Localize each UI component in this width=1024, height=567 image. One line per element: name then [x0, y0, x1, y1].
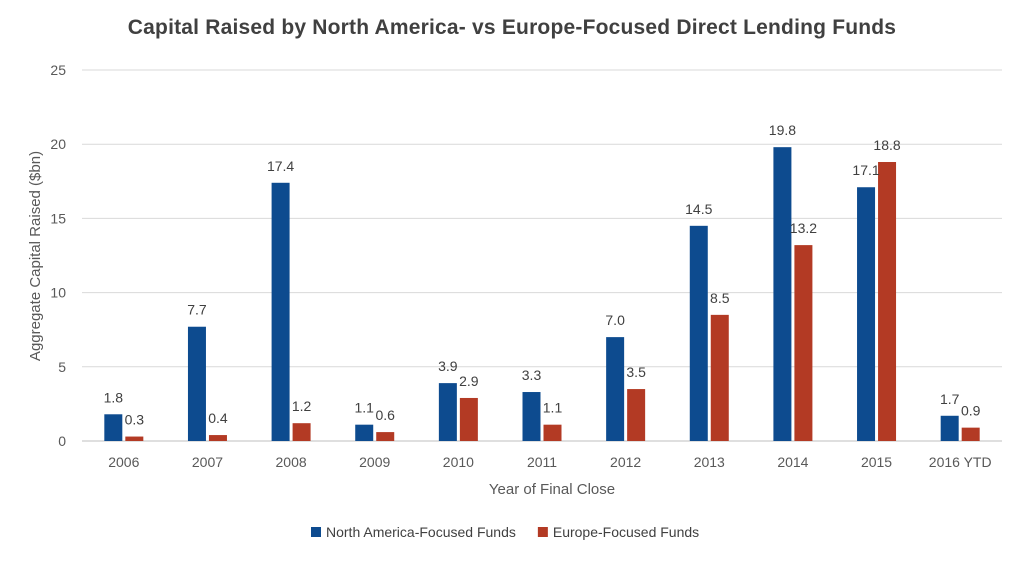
bar-north-america-2010: [438, 383, 457, 441]
data-label: 1.2: [292, 398, 312, 414]
data-label: 0.9: [961, 403, 981, 419]
data-label: 18.8: [873, 137, 900, 153]
gridlines: [82, 69, 1002, 442]
y-tick-label: 5: [58, 359, 66, 375]
data-label: 17.4: [267, 158, 294, 174]
data-label: 7.0: [605, 312, 625, 328]
bar-north-america-2016-ytd: [940, 415, 959, 441]
bar-north-america-2012: [606, 337, 625, 441]
bar-europe-2009: [376, 432, 395, 441]
x-tick-label: 2008: [276, 454, 307, 470]
x-tick-label: 2006: [108, 454, 139, 470]
x-tick-label: 2013: [694, 454, 725, 470]
bar-north-america-2007: [187, 326, 206, 441]
data-label: 3.5: [626, 364, 646, 380]
bar-north-america-2011: [522, 392, 541, 441]
data-label: 0.3: [125, 412, 145, 428]
x-tick-label: 2015: [861, 454, 892, 470]
bar-north-america-2013: [689, 225, 708, 441]
bar-north-america-2009: [355, 424, 374, 441]
x-tick-label: 2010: [443, 454, 474, 470]
data-label: 3.3: [522, 367, 542, 383]
data-label: 1.7: [940, 391, 960, 407]
legend: North America-Focused Funds Europe-Focuse…: [311, 524, 699, 540]
data-label: 13.2: [790, 220, 817, 236]
data-labels: 1.80.37.70.417.41.2 1.1 0.63.92.9 3.31.17.0…: [104, 122, 981, 427]
x-tick-label: 2011: [527, 454, 557, 470]
bar-europe-2015: [878, 162, 897, 441]
bar-europe-2010: [459, 397, 478, 441]
x-tick-label: 2016 YTD: [929, 454, 992, 470]
bar-north-america-2008: [271, 182, 290, 441]
bar-europe-2006: [125, 436, 144, 441]
legend-label-europe: Europe-Focused Funds: [553, 524, 699, 540]
x-axis-ticks: 2006 2007 2008 2009 2010 2011 2012 2013 2014 2015…: [108, 454, 991, 470]
bar-north-america-2014: [773, 147, 792, 441]
x-tick-label: 2009: [359, 454, 390, 470]
chart-title: Capital Raised by North America- vs Euro…: [127, 16, 897, 39]
data-label: 8.5: [710, 290, 730, 306]
data-label: 1.1: [354, 400, 374, 416]
x-axis-title: Year of Final Close: [489, 481, 615, 498]
y-axis-title: Aggregate Capital Raised ($bn): [27, 151, 44, 361]
legend-label-north-america: North America-Focused Funds: [326, 524, 516, 540]
y-tick-label: 15: [50, 210, 66, 226]
bar-europe-2013: [710, 314, 729, 441]
bar-north-america-2006: [104, 414, 123, 441]
y-tick-label: 10: [50, 285, 66, 301]
bar-europe-2008: [292, 423, 311, 441]
data-label: 7.7: [187, 302, 207, 318]
bar-europe-2014: [794, 245, 813, 441]
data-label: 14.5: [685, 201, 712, 217]
x-tick-label: 2007: [192, 454, 223, 470]
bars: [104, 147, 980, 441]
y-axis-ticks: 0 5 10 15 20 25: [50, 62, 66, 449]
x-tick-label: 2014: [777, 454, 808, 470]
data-label: 2.9: [459, 373, 479, 389]
data-label: 0.4: [208, 410, 228, 426]
y-tick-label: 25: [50, 62, 66, 78]
y-tick-label: 20: [50, 136, 66, 152]
data-label: 3.9: [438, 358, 458, 374]
bar-europe-2011: [543, 424, 562, 441]
bar-europe-2016-ytd: [961, 427, 980, 441]
legend-swatch-europe: [537, 527, 548, 537]
legend-swatch-north-america: [311, 527, 321, 537]
bar-europe-2012: [627, 389, 646, 441]
data-label: 1.1: [543, 400, 563, 416]
data-label: 0.6: [375, 407, 395, 423]
x-tick-label: 2012: [610, 454, 641, 470]
data-label: 17.1: [852, 162, 879, 178]
data-label: 19.8: [769, 122, 796, 138]
y-tick-label: 0: [58, 433, 66, 449]
data-label: 1.8: [104, 389, 124, 405]
bar-europe-2007: [208, 435, 227, 441]
bar-north-america-2015: [857, 187, 876, 441]
